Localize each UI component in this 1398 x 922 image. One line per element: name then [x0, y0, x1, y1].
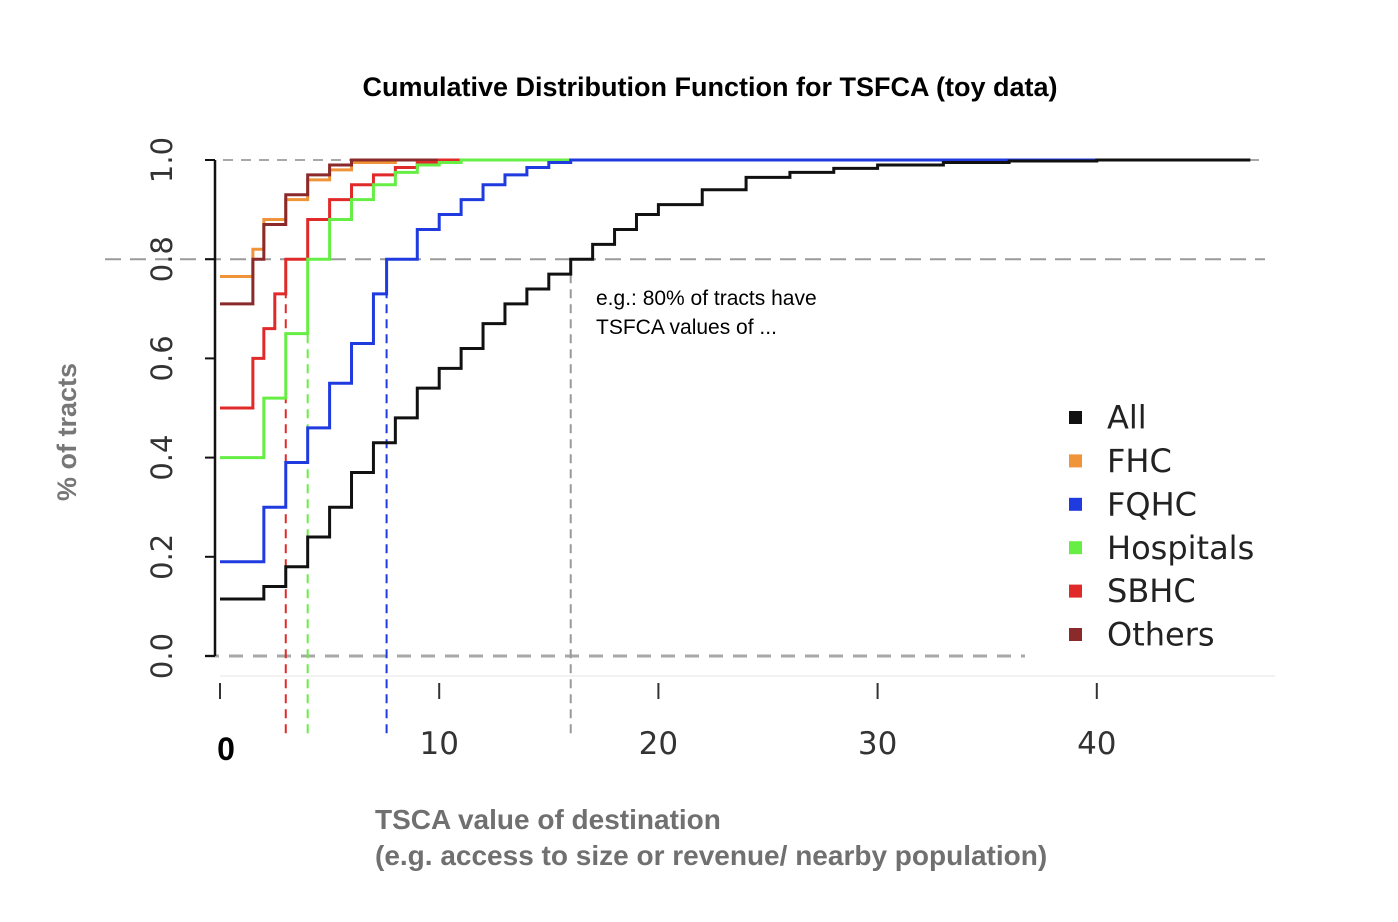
legend-label: FQHC [1107, 485, 1197, 523]
legend-label: Hospitals [1107, 529, 1254, 567]
reference-lines [105, 159, 1265, 658]
y-tick-label: 0.8 [145, 236, 179, 282]
y-tick-label: 0.4 [145, 435, 179, 481]
x-axis-label-line2: (e.g. access to size or revenue/ nearby … [375, 840, 1047, 871]
annotation-line2: TSFCA values of ... [596, 316, 777, 339]
legend-label: SBHC [1107, 572, 1196, 610]
y-tick-label: 0.6 [145, 335, 179, 381]
x-tick-label: 10 [419, 726, 458, 762]
axes: 0.0 0.2 0.4 0.6 0.8 1.0 0 10 20 30 40 [145, 137, 1275, 767]
legend-swatch [1069, 628, 1082, 641]
quantile-markers [284, 259, 572, 737]
legend-label: All [1107, 399, 1147, 437]
legend-swatch [1069, 454, 1082, 468]
x-axis-label-line1: TSCA value of destination [375, 804, 721, 835]
legend-swatch [1069, 411, 1082, 424]
x-tick-label: 0 [217, 731, 235, 767]
legend-label: Others [1107, 616, 1215, 654]
y-tick-label: 1.0 [145, 137, 179, 183]
legend-swatch [1069, 497, 1082, 511]
x-tick-label: 40 [1077, 726, 1116, 762]
legend: All FHC FQHC Hospitals SBHC Others [1069, 399, 1254, 654]
series-line-others [220, 158, 1251, 306]
x-tick-label: 20 [639, 726, 678, 762]
y-tick-label: 0.2 [145, 534, 179, 580]
series-line-fqhc [220, 158, 1251, 564]
series-lines [220, 158, 1251, 601]
x-tick-label: 30 [858, 726, 897, 762]
annotation-line1: e.g.: 80% of tracts have [596, 287, 817, 310]
legend-swatch [1069, 541, 1082, 555]
y-tick-label: 0.0 [145, 633, 179, 679]
y-axis-label: % of tracts [52, 363, 82, 501]
legend-swatch [1069, 584, 1082, 598]
series-line-hospitals [220, 158, 1251, 460]
legend-label: FHC [1107, 442, 1172, 480]
series-line-all [220, 158, 1251, 601]
chart-title: Cumulative Distribution Function for TSF… [363, 72, 1058, 102]
